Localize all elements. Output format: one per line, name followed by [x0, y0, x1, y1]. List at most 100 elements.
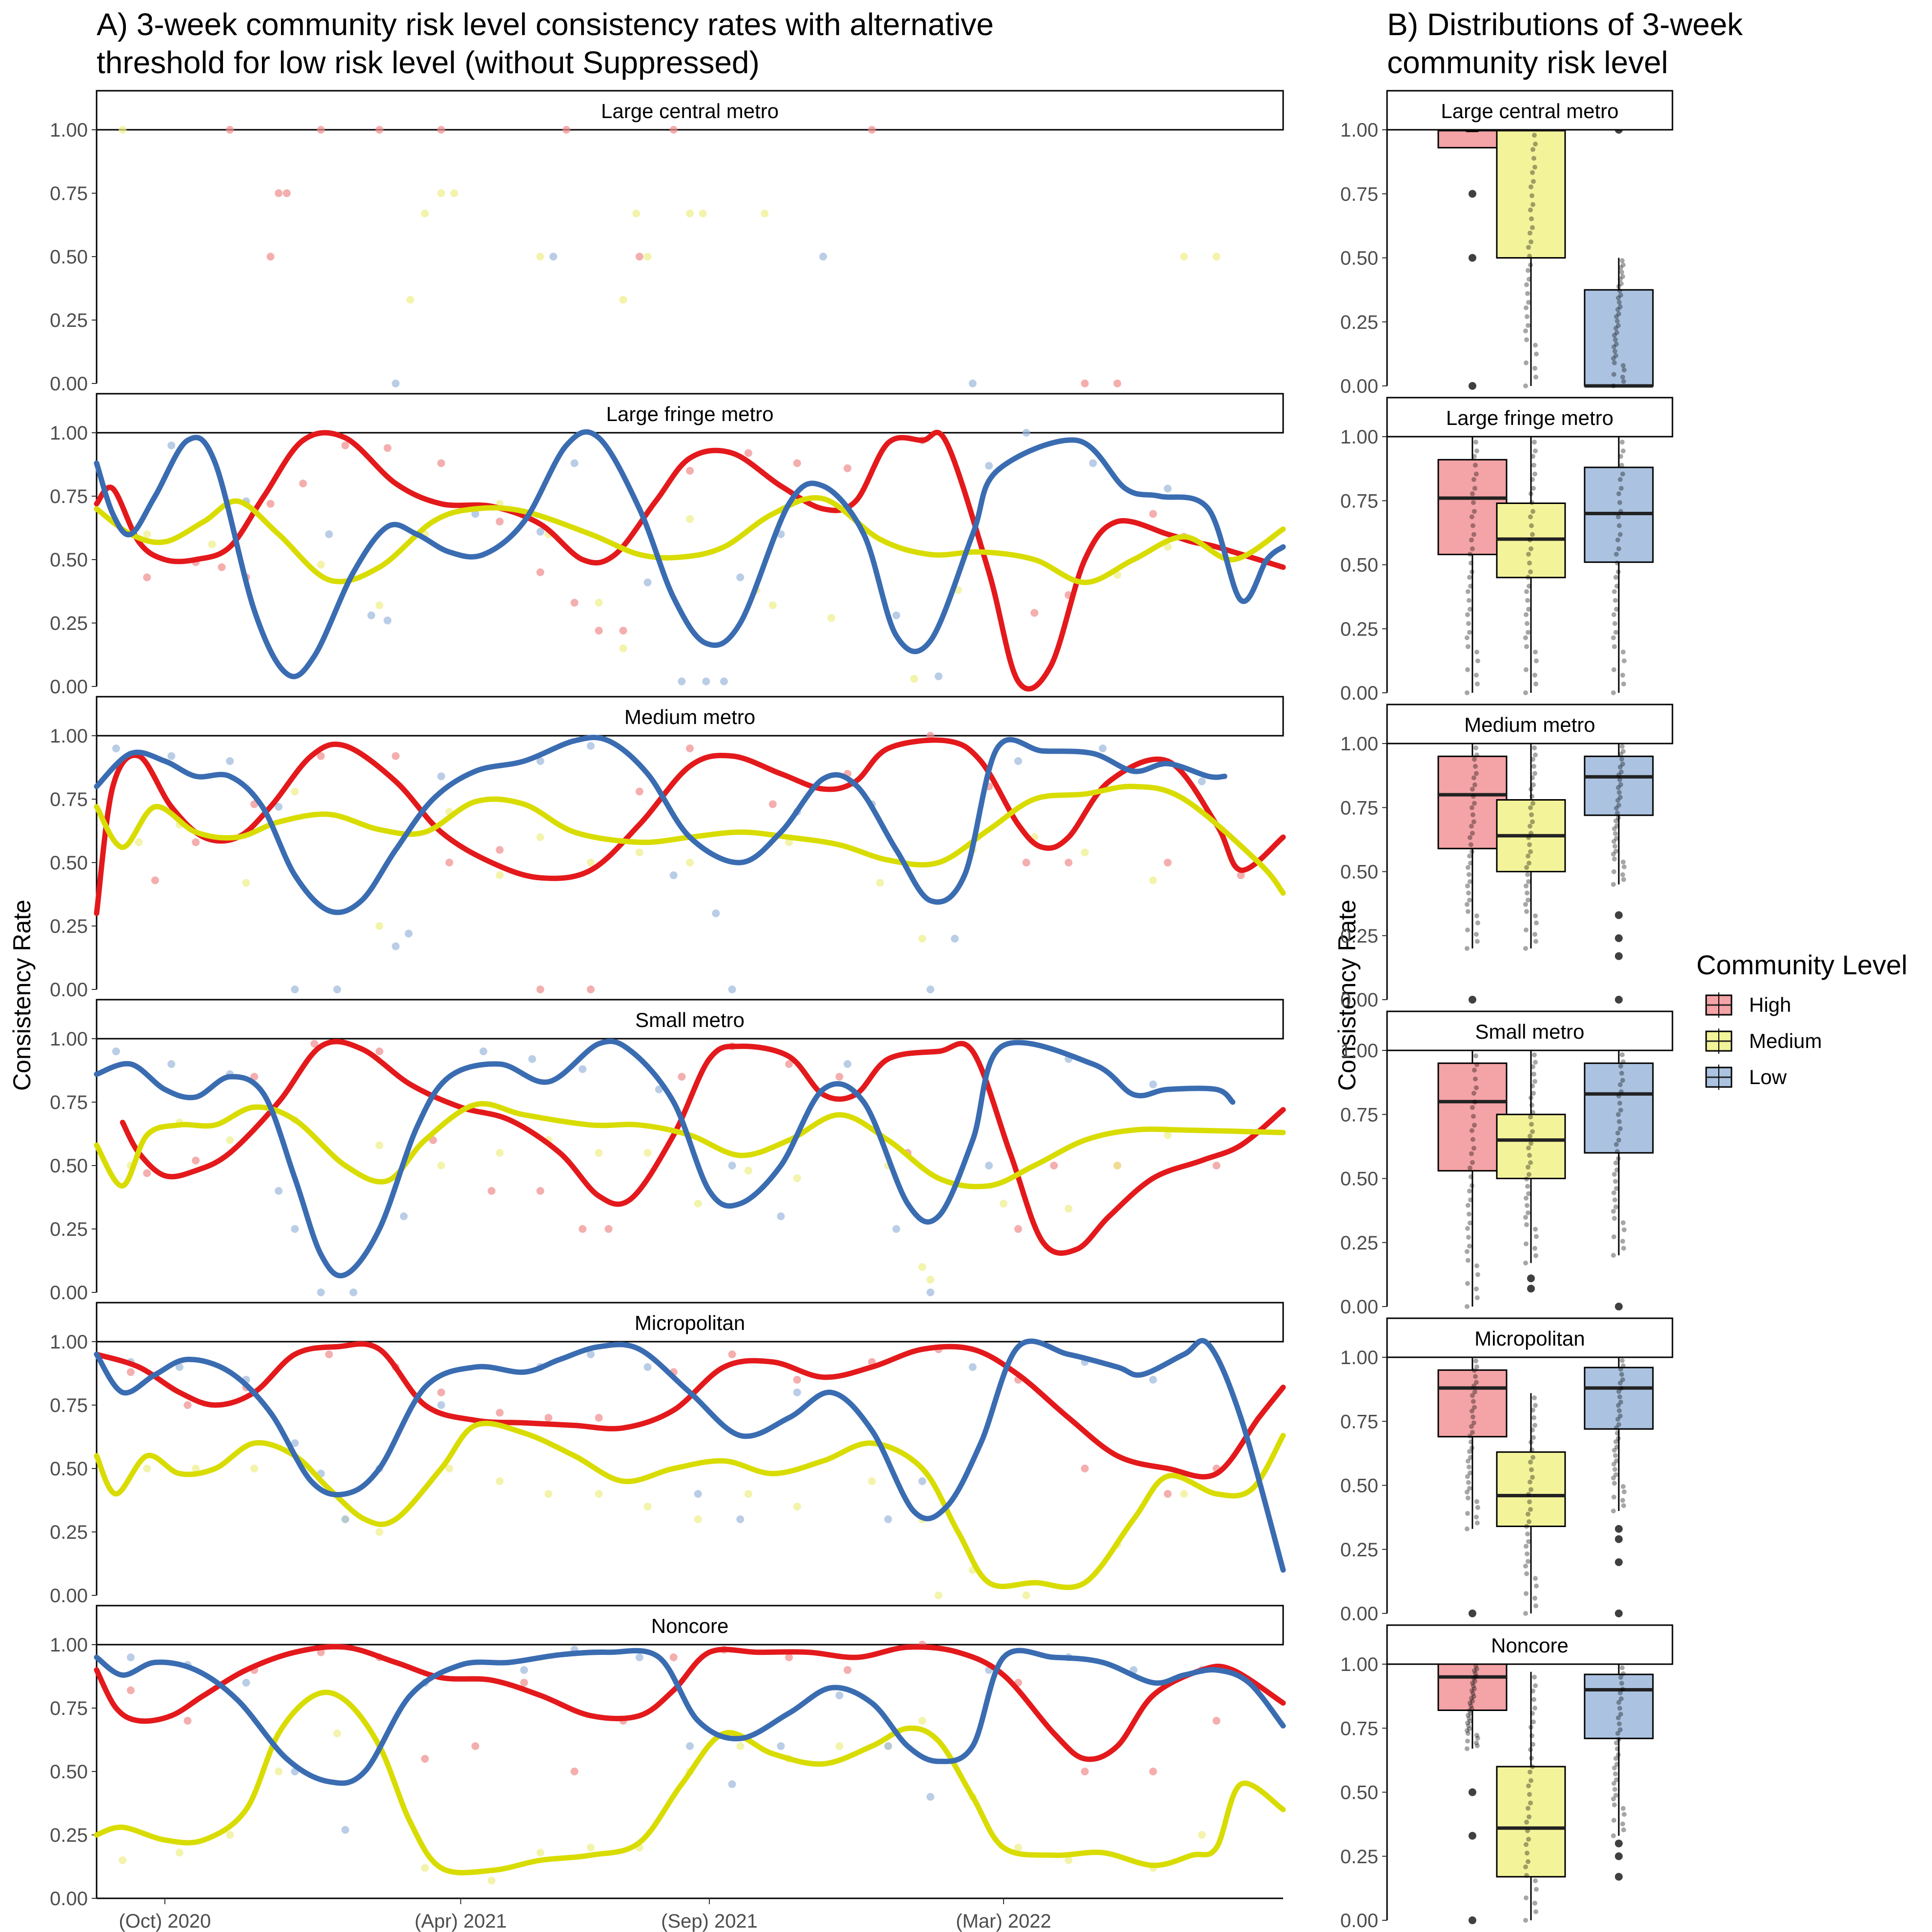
- point-high: [562, 126, 570, 134]
- jitter-point: [1618, 1107, 1623, 1113]
- jitter-point: [1532, 133, 1537, 138]
- point-high: [669, 1653, 678, 1661]
- jitter-point: [1618, 477, 1623, 482]
- jitter-point: [1524, 1524, 1529, 1529]
- jitter-point: [1471, 1090, 1476, 1096]
- jitter-point: [1533, 374, 1538, 380]
- jitter-point: [1530, 1733, 1534, 1738]
- jitter-point: [1472, 454, 1477, 459]
- point-medium: [208, 540, 216, 548]
- point-medium: [333, 1730, 342, 1737]
- jitter-point: [1617, 288, 1622, 294]
- point-medium: [686, 209, 694, 218]
- jitter-point: [1532, 932, 1537, 937]
- point-medium: [437, 1162, 445, 1169]
- jitter-point: [1621, 379, 1626, 384]
- y-tick-label: 0.00: [50, 1282, 88, 1304]
- point-high: [266, 500, 275, 508]
- jitter-point: [1533, 681, 1538, 686]
- jitter-point: [1465, 1746, 1469, 1751]
- jitter-point: [1530, 1688, 1535, 1693]
- jitter-point: [1475, 1295, 1480, 1300]
- jitter-point: [1530, 509, 1535, 514]
- jitter-point: [1529, 216, 1534, 221]
- jitter-point: [1616, 295, 1621, 301]
- jitter-point: [1616, 772, 1621, 778]
- point-medium: [785, 838, 793, 846]
- jitter-point: [1615, 307, 1620, 312]
- jitter-point: [1532, 771, 1537, 776]
- jitter-point: [1473, 1374, 1478, 1379]
- jitter-point: [1613, 1204, 1618, 1209]
- point-high: [126, 1686, 135, 1694]
- jitter-point: [1467, 1449, 1472, 1454]
- jitter-point: [1534, 351, 1539, 357]
- jitter-point: [1466, 644, 1470, 649]
- point-high: [536, 568, 544, 576]
- legend-label: Low: [1749, 1066, 1787, 1088]
- jitter-point: [1472, 1686, 1477, 1691]
- jitter-point: [1613, 1439, 1618, 1444]
- point-high: [669, 126, 678, 134]
- point-low: [736, 1515, 745, 1523]
- point-low: [712, 909, 720, 917]
- jitter-point: [1470, 786, 1475, 792]
- jitter-point: [1614, 314, 1619, 319]
- jitter-point: [1475, 1272, 1480, 1277]
- jitter-point: [1614, 805, 1619, 811]
- jitter-point: [1526, 1191, 1531, 1196]
- jitter-point: [1614, 1762, 1619, 1767]
- point-high: [1050, 1162, 1058, 1169]
- jitter-point: [1526, 1165, 1530, 1170]
- y-tick-label: 0.50: [50, 549, 88, 571]
- jitter-point: [1612, 360, 1617, 365]
- jitter-point: [1533, 1576, 1538, 1581]
- jitter-point: [1530, 775, 1535, 781]
- y-tick-label: 1.00: [1340, 120, 1378, 141]
- strip-micropolitan: [96, 1302, 1284, 1343]
- y-tick-label: 1.00: [1340, 1040, 1378, 1062]
- point-high: [383, 444, 392, 452]
- point-high: [635, 253, 644, 261]
- jitter-point: [1530, 1764, 1535, 1770]
- jitter-point: [1613, 353, 1618, 359]
- point-low: [291, 986, 299, 993]
- jitter-point: [1469, 537, 1474, 543]
- jitter-point: [1617, 1408, 1622, 1413]
- point-high: [793, 459, 801, 467]
- jitter-point: [1470, 523, 1475, 528]
- point-low: [736, 573, 745, 582]
- point-high: [544, 1414, 553, 1422]
- jitter-point: [1474, 1732, 1479, 1738]
- point-low: [333, 986, 342, 993]
- point-medium: [827, 614, 835, 622]
- jitter-point: [1530, 1110, 1535, 1115]
- y-tick-label: 0.50: [1340, 1782, 1378, 1804]
- jitter-point: [1526, 606, 1531, 612]
- jitter-point: [1468, 835, 1472, 840]
- jitter-point: [1525, 1551, 1530, 1556]
- jitter-point: [1532, 1246, 1537, 1251]
- jitter-point: [1474, 1263, 1479, 1268]
- legend-item-high: High: [1705, 992, 1791, 1018]
- jitter-point: [1611, 1781, 1616, 1786]
- point-medium: [192, 1465, 200, 1472]
- jitter-point: [1525, 598, 1530, 603]
- jitter-point: [1622, 864, 1627, 869]
- point-low: [777, 1742, 785, 1750]
- point-high: [151, 876, 159, 885]
- jitter-point: [1469, 1688, 1474, 1693]
- jitter-point: [1474, 471, 1479, 477]
- point-medium: [1065, 1856, 1073, 1864]
- point-low: [926, 986, 935, 993]
- jitter-point: [1466, 865, 1470, 870]
- box-iqr: [1584, 1673, 1654, 1739]
- y-tick-label: 0.75: [1340, 183, 1378, 205]
- point-low: [985, 462, 993, 470]
- jitter-point: [1621, 1806, 1626, 1811]
- series-line-medium: [94, 1421, 1286, 1590]
- jitter-point: [1525, 890, 1530, 896]
- jitter-point: [1467, 1244, 1472, 1249]
- series-line-medium: [94, 1690, 1286, 1875]
- outlier-point: [1615, 1525, 1623, 1533]
